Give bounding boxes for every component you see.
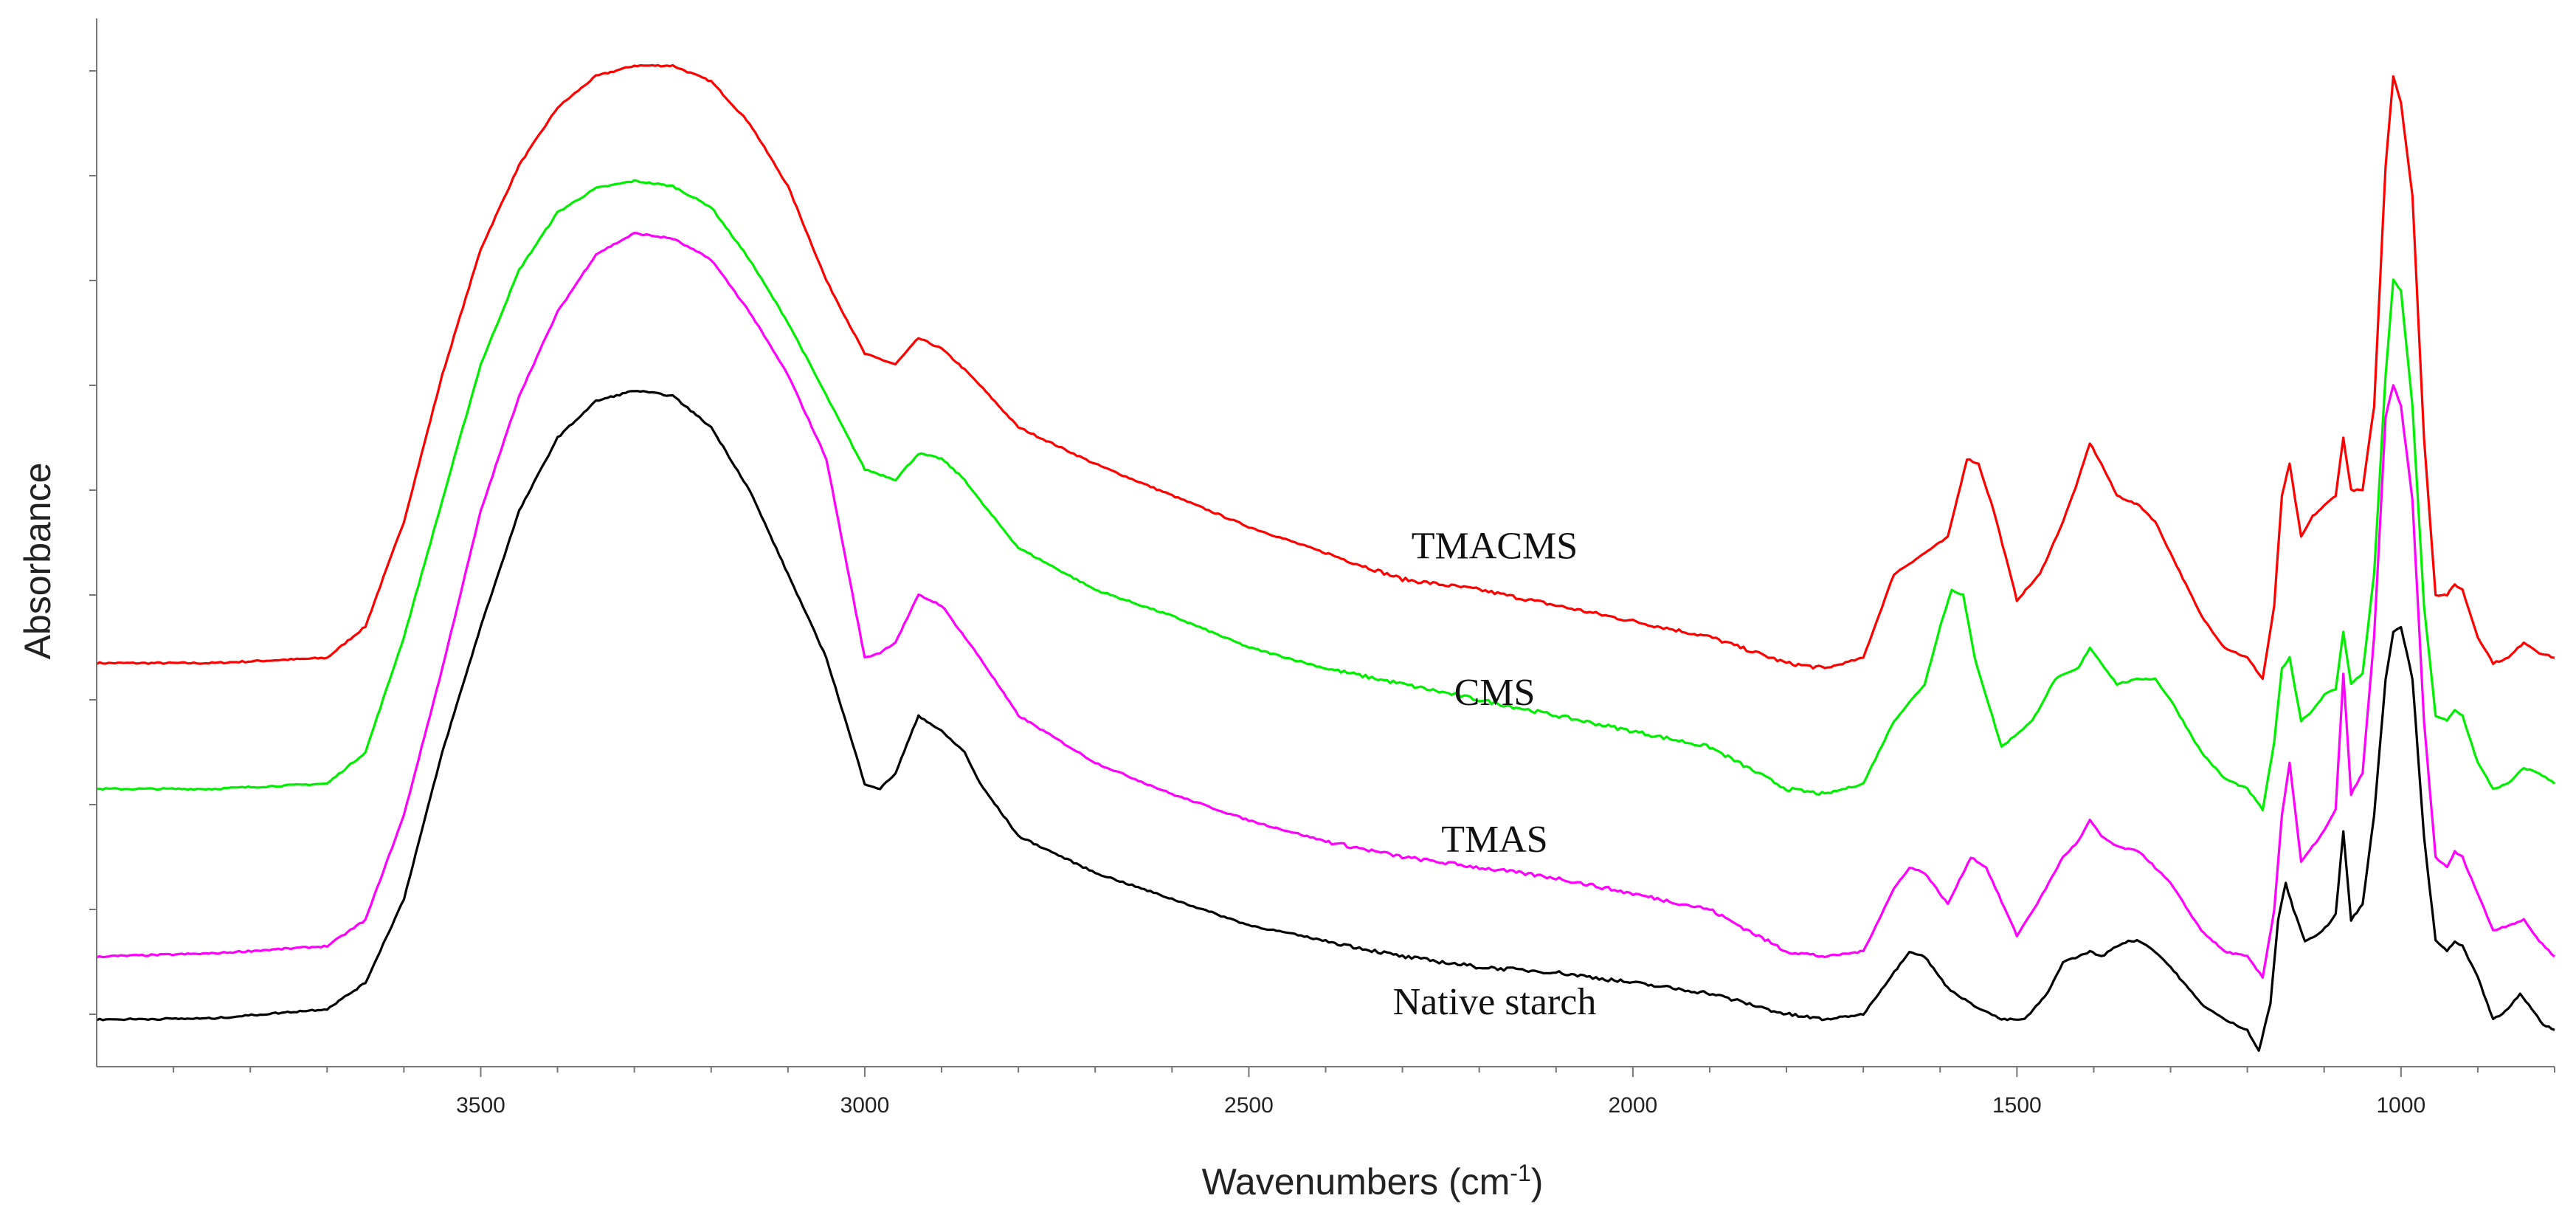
series-layer xyxy=(96,63,2556,1052)
y-ticks-layer xyxy=(89,70,97,1015)
series-line-native-starch xyxy=(96,390,2555,1052)
series-label-cms: CMS xyxy=(1454,672,1536,714)
x-axis-title: Wavenumbers (cm-1) xyxy=(1202,1160,1544,1202)
x-tick-label: 1500 xyxy=(1992,1093,2042,1118)
series-label-tmacms: TMACMS xyxy=(1412,525,1578,567)
x-tick-label: 2500 xyxy=(1224,1093,1274,1118)
x-axis-title-superscript: -1 xyxy=(1510,1160,1530,1186)
series-line-tmas xyxy=(96,232,2556,979)
series-labels-layer: TMACMS CMS TMAS Native starch xyxy=(1393,525,1597,1023)
x-ticks-layer: 3500 3000 2500 2000 1500 1000 xyxy=(173,1067,2555,1118)
axes-layer xyxy=(96,18,2555,1067)
x-tick-label: 3000 xyxy=(840,1093,890,1118)
x-tick-label: 2000 xyxy=(1609,1093,1658,1118)
x-tick-label: 3500 xyxy=(456,1093,505,1118)
x-tick-label: 1000 xyxy=(2376,1093,2425,1118)
series-label-native-starch: Native starch xyxy=(1393,981,1597,1023)
x-axis-title-main: Wavenumbers (cm xyxy=(1202,1161,1510,1202)
x-axis-title-close: ) xyxy=(1531,1161,1544,1202)
y-axis-title: Absorbance xyxy=(17,463,58,660)
series-line-cms xyxy=(96,179,2556,812)
series-label-tmas: TMAS xyxy=(1441,819,1547,861)
series-line-tmacms xyxy=(96,63,2555,681)
